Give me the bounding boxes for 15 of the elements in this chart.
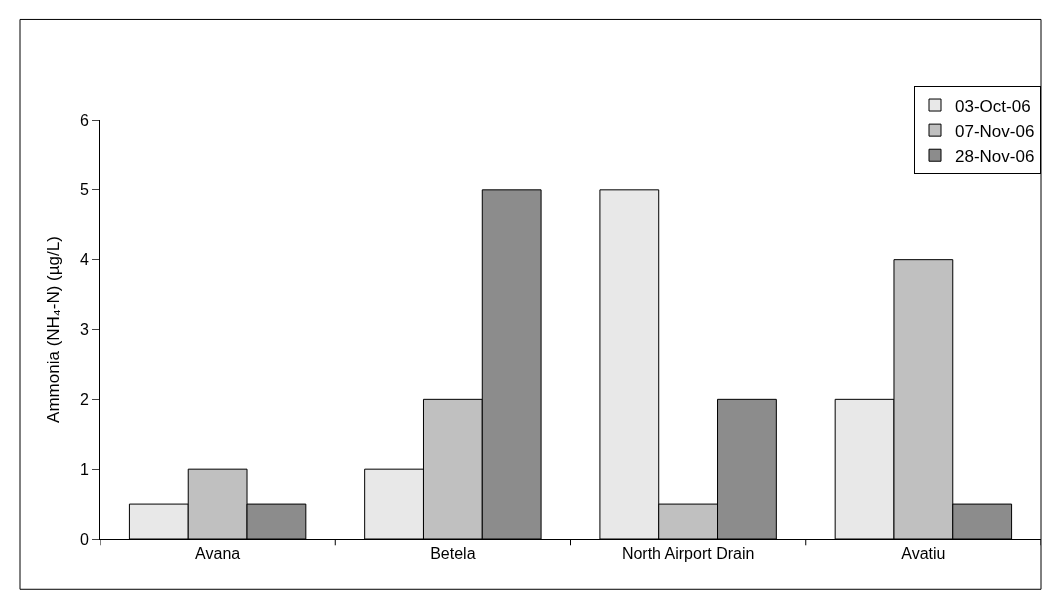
legend-label: 28-Nov-06	[955, 146, 1035, 166]
y-tick-label: 3	[79, 321, 89, 339]
x-tick-label: Avana	[195, 545, 241, 563]
y-axis-title: Ammonia (NH₄-N) (µg/L)	[44, 236, 64, 423]
y-tick-label: 6	[79, 111, 89, 129]
legend-label: 03-Oct-06	[955, 96, 1031, 116]
y-tick-label: 0	[79, 530, 89, 548]
x-tick-label: Betela	[430, 545, 476, 563]
y-tick-label: 1	[79, 460, 89, 478]
legend-label: 07-Nov-06	[955, 121, 1035, 141]
y-tick-label: 5	[79, 181, 89, 199]
x-tick-label: Avatiu	[901, 545, 946, 563]
x-tick-label: North Airport Drain	[621, 545, 755, 563]
y-tick-label: 2	[79, 390, 89, 408]
y-tick-label: 4	[79, 251, 89, 269]
